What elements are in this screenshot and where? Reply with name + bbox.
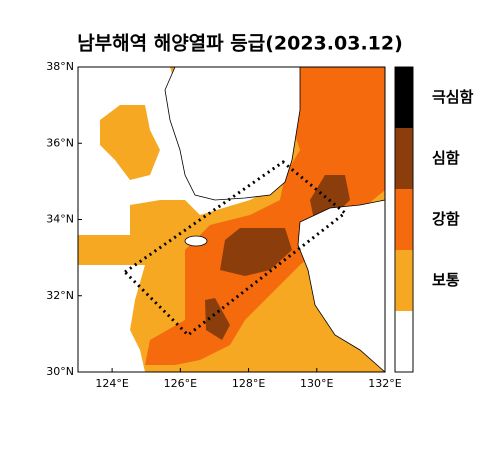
title: 남부해역 해양열파 등급(2023.03.12) xyxy=(77,33,403,55)
map xyxy=(77,66,386,373)
grade-area xyxy=(145,67,385,365)
colorbar-segment xyxy=(395,128,413,189)
colorbar-segment xyxy=(395,250,413,311)
lon-tick-label: 128°E xyxy=(232,377,265,390)
grade-area xyxy=(205,298,230,340)
grade-area xyxy=(100,105,160,180)
lat-tick-label: 36°N xyxy=(46,136,74,149)
lon-tick-label: 132°E xyxy=(368,377,401,390)
legend-label: 보통 xyxy=(432,271,460,289)
colorbar-frame xyxy=(394,66,414,373)
lon-tick-label: 130°E xyxy=(300,377,333,390)
legend-label: 심함 xyxy=(432,149,460,167)
lat-tick-label: 30°N xyxy=(46,365,74,378)
lat-tick-label: 38°N xyxy=(46,60,74,73)
lon-tick-label: 126°E xyxy=(164,377,197,390)
legend-label: 강함 xyxy=(432,210,460,228)
grade-area xyxy=(220,228,292,276)
jeju-island xyxy=(184,235,208,247)
colorbar-segment xyxy=(395,189,413,250)
colorbar-segment xyxy=(395,67,413,128)
lon-tick-label: 124°E xyxy=(95,377,128,390)
legend-label: 극심함 xyxy=(432,88,474,106)
kyushu-land xyxy=(297,199,386,373)
lat-tick-label: 32°N xyxy=(46,289,74,302)
lat-tick-label: 34°N xyxy=(46,213,74,226)
